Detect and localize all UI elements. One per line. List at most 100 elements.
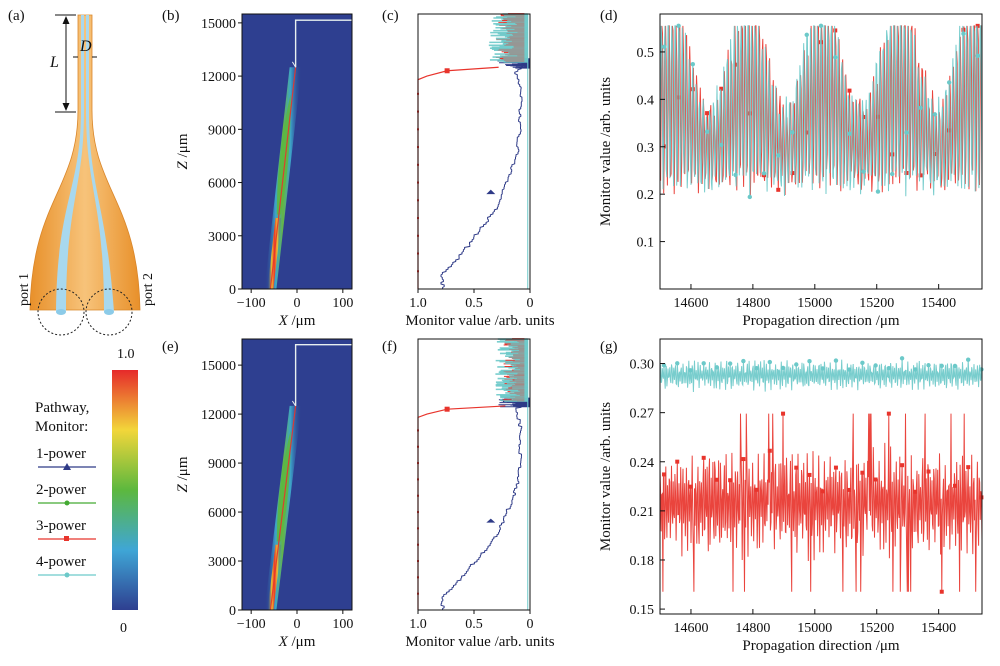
trace-marker-4-power [676,23,681,29]
trace-marker-3-power [794,465,799,470]
trace-marker-3-power [754,487,759,492]
trace-marker-4-power [975,53,980,59]
trace-marker-3-power [705,111,710,116]
trace-marker-3-power [688,484,693,489]
port1-label: port 1 [17,273,32,306]
x-tick-label: 0 [527,296,534,311]
trace-marker-4-power [661,363,667,368]
field-flare [291,61,297,68]
x-tick-label: 0 [527,617,534,632]
y-tick-label: 0.3 [637,141,655,156]
trace-marker-3-power [741,457,746,462]
legend: Pathway, Monitor: 1-power 2-power 3-power 4… [35,347,138,636]
x-axis-var: X [278,634,289,650]
x-axis-label: Monitor value /arb. units [405,313,554,329]
trace-marker-3-power [714,477,719,482]
trace-marker-3-power [820,489,825,494]
trace-marker-4-power [662,44,667,50]
trace-marker-3-power [939,589,944,594]
trace-marker-4-power [926,363,931,368]
x-tick-label: 100 [332,296,353,311]
trace-marker-4-power [946,80,952,85]
x-axis-label: Propagation direction /μm [742,313,900,329]
core-right [86,15,114,312]
trace-marker-3-power [662,472,667,477]
y-tick-label: 12000 [201,70,236,85]
x-tick-label: 0.5 [465,296,483,311]
legend-marker-2 [64,500,70,506]
y-tick-label: 0 [229,604,236,619]
trace-marker-4-power [733,172,738,178]
legend-entries: 1-power 2-power 3-power 4-power [36,446,96,578]
profile-series-1-power [440,62,529,289]
colorbar [112,370,138,610]
trace-marker-3-power [860,470,865,475]
x-tick-label: 14600 [673,296,708,311]
panel-label-g: (g) [600,339,618,355]
x-tick-label: −100 [237,617,266,632]
panel-label-a: (a) [8,8,25,24]
trace-panel-d: 14600 14800 15000 15200 15400 0.1 0.2 0.3 0.4 0.5… [598,13,983,329]
panel-label-c: (c) [382,8,399,24]
y-tick-label: 9000 [208,457,236,472]
trace-marker-4-power [675,361,680,366]
y-tick-label: 6000 [208,177,236,192]
y-tick-label: 6000 [208,506,236,521]
x-axis-var: X [278,313,289,329]
trace-marker-4-power [804,32,809,37]
y-tick-label: 0.4 [637,93,655,108]
trace-marker-3-power [728,478,733,483]
x-tick-label: 15000 [797,621,832,636]
field-background [242,339,352,610]
port2-outline [85,288,133,336]
trace-marker-4-power [727,361,733,366]
trace-frame [659,338,983,615]
x-axis-label: Propagation direction /μm [742,638,900,654]
trace-marker-3-power [952,483,957,488]
panel-label-d: (d) [600,8,618,24]
trace-marker-4-power [833,55,838,60]
trace-marker-4-power [747,194,752,200]
trace-marker-3-power [833,28,838,33]
core-right-end [104,309,114,315]
colorbar-max: 1.0 [117,347,135,362]
x-axis-label: Monitor value /arb. units [405,634,554,650]
x-tick-label: 15200 [859,621,894,636]
y-tick-label: 0.24 [630,456,655,471]
trace-marker-3-power [776,187,781,192]
profile-marker-3-power [444,406,450,412]
trace-marker-4-power [780,365,786,371]
y-tick-label: 0.18 [630,554,655,569]
y-axis-var: Z [175,483,191,492]
trace-marker-3-power [701,455,706,460]
legend-title-2: Monitor: [35,419,88,435]
trace-marker-4-power [961,31,966,36]
legend-title-1: Pathway, [35,400,89,416]
field-beam-core [269,405,297,611]
trace-marker-3-power [767,448,772,453]
trace-marker-4-power [701,361,706,366]
trace-marker-4-power [719,142,724,148]
core-left [56,15,84,312]
field-output-waveguide [294,344,352,406]
trace-marker-3-power [918,173,923,178]
x-tick-label: 100 [332,617,353,632]
y-tick-label: 0.27 [630,407,655,422]
trace-marker-3-power [676,95,681,100]
field-beam-green [276,93,291,215]
trace-marker-4-power [904,130,909,135]
trace-marker-3-power [790,171,795,176]
trace-marker-3-power [932,152,937,157]
x-tick-label: −100 [237,296,266,311]
y-tick-label: 0 [229,283,236,298]
y-tick-label: 0.2 [637,188,655,203]
trace-marker-4-power [688,368,693,373]
length-arrowhead-top [62,16,70,24]
x-tick-label: 1.0 [409,296,427,311]
trace-marker-4-power [833,358,839,363]
y-axis-label: Monitor value /arb. units [598,402,614,551]
legend-label-4: 4-power [36,554,86,570]
x-axis-label: X /μm [278,634,316,650]
trace-series-4-power [659,358,983,393]
